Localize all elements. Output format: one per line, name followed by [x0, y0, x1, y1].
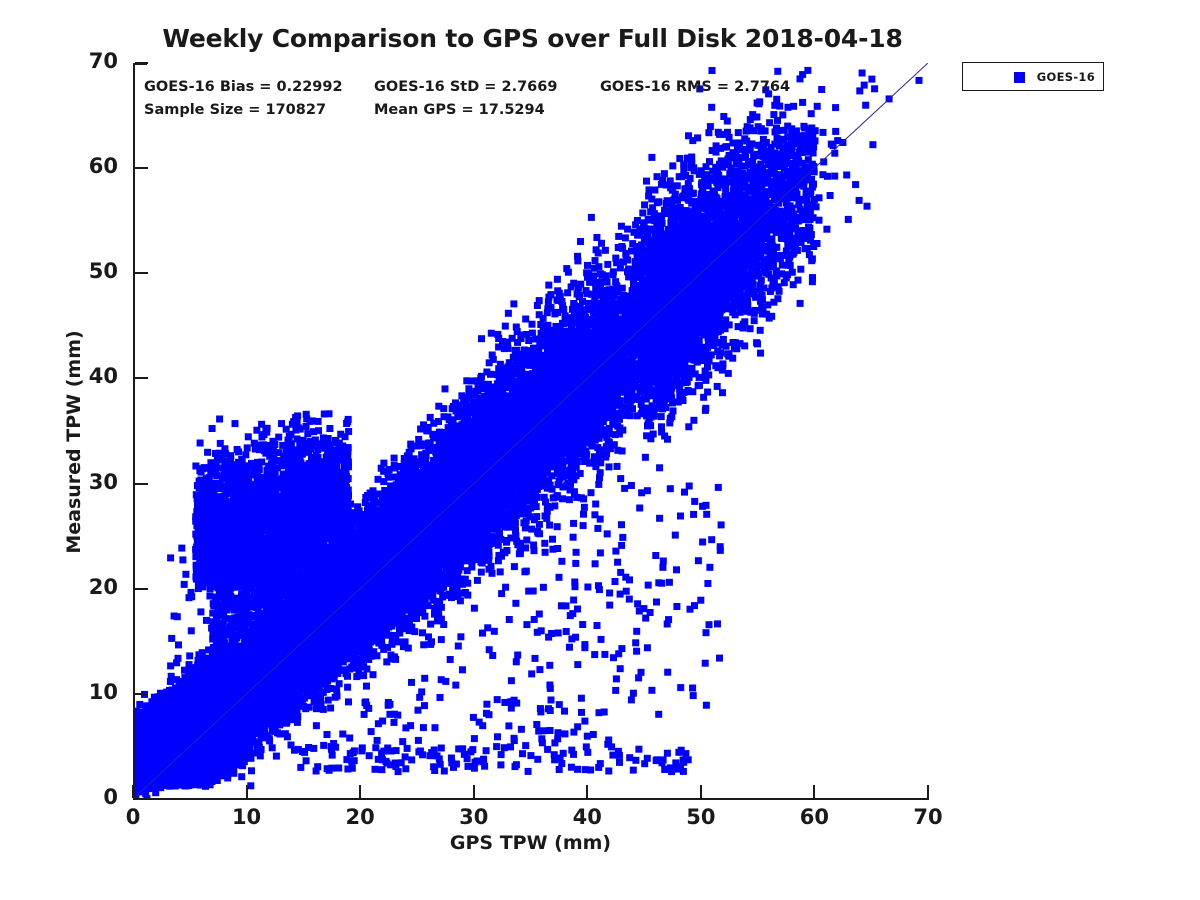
- axis-corner-top: [133, 63, 147, 65]
- x-tick-label-60: 60: [799, 805, 830, 829]
- x-tick-70: [927, 785, 929, 798]
- x-axis-spine: [133, 798, 929, 800]
- y-tick-label-30: 30: [88, 469, 118, 494]
- scatter-points-layer: [133, 63, 928, 799]
- annotation-sample-size: Sample Size = 170827: [144, 102, 327, 118]
- y-axis-spine: [133, 63, 135, 800]
- legend-label-goes16: GOES-16: [1036, 70, 1095, 84]
- x-tick-label-70: 70: [913, 805, 943, 829]
- y-tick-10: [135, 692, 148, 695]
- y-tick-50: [135, 272, 148, 275]
- x-tick-label-30: 30: [459, 805, 489, 829]
- plot-canvas: [133, 63, 928, 799]
- y-tick-label-20: 20: [88, 574, 118, 599]
- annotation-std: GOES-16 StD = 2.7669: [374, 79, 558, 95]
- y-axis-label: Measured TPW (mm): [63, 330, 85, 554]
- x-tick-40: [586, 785, 589, 798]
- x-tick-label-50: 50: [686, 805, 716, 829]
- annotation-mean-gps: Mean GPS = 17.5294: [374, 102, 545, 118]
- y-tick-label-40: 40: [88, 364, 118, 389]
- legend-swatch-goes16: [1014, 72, 1025, 83]
- x-tick-0: [132, 785, 134, 798]
- y-tick-0: [135, 798, 148, 800]
- legend[interactable]: GOES-16: [962, 62, 1104, 91]
- y-tick-label-50: 50: [88, 259, 118, 284]
- x-tick-60: [813, 785, 816, 798]
- y-tick-label-70: 70: [88, 49, 118, 73]
- y-tick-label-0: 0: [103, 785, 118, 809]
- x-tick-label-20: 20: [345, 805, 375, 829]
- y-tick-70: [135, 62, 148, 64]
- x-tick-50: [699, 785, 702, 798]
- annotation-bias: GOES-16 Bias = 0.22992: [144, 79, 343, 95]
- x-tick-30: [472, 785, 475, 798]
- x-tick-label-0: 0: [125, 805, 141, 829]
- y-tick-30: [135, 482, 148, 485]
- x-tick-label-40: 40: [572, 805, 602, 829]
- one-to-one-reference-line: [133, 63, 928, 799]
- chart-title: Weekly Comparison to GPS over Full Disk …: [162, 24, 903, 53]
- x-axis-label: GPS TPW (mm): [449, 832, 612, 854]
- y-tick-60: [135, 167, 148, 170]
- x-tick-10: [245, 785, 248, 798]
- annotation-rms: GOES-16 RMS = 2.7764: [600, 79, 791, 95]
- plot-area: [133, 63, 928, 799]
- x-tick-label-10: 10: [231, 805, 262, 829]
- x-tick-20: [359, 785, 362, 798]
- y-tick-label-60: 60: [88, 154, 118, 179]
- y-tick-40: [135, 377, 148, 380]
- y-tick-20: [135, 587, 148, 590]
- y-tick-label-10: 10: [88, 679, 118, 704]
